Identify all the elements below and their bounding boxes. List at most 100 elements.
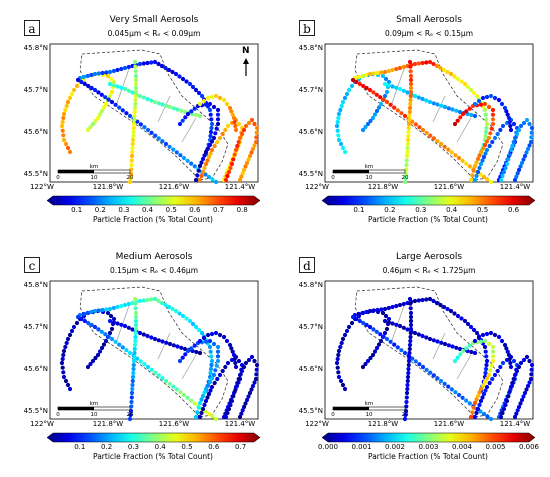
track-point	[498, 364, 503, 370]
panel-title: Medium Aerosols	[115, 252, 193, 262]
track-point	[522, 390, 528, 396]
track-point	[231, 157, 236, 162]
track-point	[371, 90, 376, 95]
track-point	[528, 376, 534, 382]
track-point	[370, 352, 376, 358]
track-point	[521, 120, 527, 126]
track-point	[508, 127, 514, 133]
track-point	[156, 61, 161, 67]
track-point	[439, 340, 444, 345]
track-point	[206, 391, 212, 397]
track-point	[141, 61, 146, 66]
track-point	[339, 103, 344, 109]
track-point	[363, 124, 368, 130]
track-point	[412, 93, 418, 99]
track-point	[131, 121, 137, 127]
track-point	[483, 133, 488, 139]
track-point	[246, 394, 251, 399]
colorbar-tick-label: 0.003	[418, 443, 439, 451]
track-point	[397, 65, 403, 71]
track-point	[408, 326, 414, 332]
track-point	[254, 362, 260, 368]
track-point	[442, 144, 447, 149]
track-point	[190, 321, 196, 327]
track-point	[477, 153, 482, 158]
track-point	[480, 158, 485, 163]
track-point	[227, 105, 233, 111]
track-point	[59, 360, 65, 366]
track-point	[111, 305, 116, 311]
track-point	[407, 59, 413, 65]
track-point	[427, 296, 433, 302]
track-point	[133, 73, 139, 79]
track-point	[397, 86, 403, 92]
track-point	[63, 344, 68, 350]
track-point	[408, 301, 413, 306]
track-point	[336, 111, 342, 117]
track-point	[420, 60, 425, 66]
track-point	[484, 358, 490, 364]
track-point	[132, 354, 137, 360]
track-point	[350, 77, 356, 83]
panel-subtitle: 0.09μm < Rₑ < 0.15μm	[385, 29, 473, 38]
track-point	[149, 130, 154, 135]
track-point	[434, 300, 440, 306]
scale-bar-tick: 20	[127, 175, 134, 181]
track-point	[417, 125, 422, 130]
track-point	[467, 401, 472, 406]
track-point	[480, 395, 485, 400]
track-point	[86, 83, 91, 89]
track-point	[401, 301, 406, 307]
track-point	[342, 95, 348, 101]
track-point	[408, 73, 414, 79]
track-point	[92, 308, 98, 314]
track-point	[472, 101, 478, 107]
track-point	[85, 364, 91, 370]
track-point	[108, 313, 114, 319]
track-point	[107, 69, 113, 75]
track-point	[383, 76, 389, 82]
track-point	[132, 117, 137, 123]
scale-bar-tick: 0	[56, 412, 60, 418]
track-point	[200, 406, 206, 412]
track-point	[126, 325, 131, 330]
track-point	[206, 411, 212, 417]
track-point	[130, 141, 135, 147]
track-point	[492, 135, 498, 141]
track-point	[454, 345, 459, 350]
scale-bar-segment	[58, 407, 94, 410]
track-point	[85, 310, 90, 316]
track-point	[460, 158, 465, 163]
track-point	[386, 305, 391, 311]
track-point	[375, 70, 380, 76]
track-point	[215, 107, 221, 113]
track-point	[488, 93, 494, 99]
track-point	[175, 107, 180, 112]
track-point	[504, 109, 509, 114]
track-point	[364, 322, 369, 328]
track-point	[500, 123, 506, 129]
track-point	[239, 131, 245, 137]
track-point	[408, 310, 414, 316]
track-point	[115, 304, 120, 310]
track-point	[111, 320, 116, 325]
lon-tick-label: 121.8°W	[367, 420, 399, 428]
track-point	[446, 147, 451, 152]
track-point	[483, 388, 488, 393]
track-point	[61, 370, 66, 375]
track-point	[227, 342, 233, 348]
track-point	[207, 142, 213, 148]
colorbar-tick-label: 0.8	[236, 206, 248, 214]
track-point	[67, 95, 73, 101]
track-point	[167, 341, 173, 347]
track-point	[480, 95, 486, 101]
track-point	[133, 318, 139, 324]
track-point	[478, 161, 484, 167]
track-point	[133, 69, 138, 74]
track-point	[229, 398, 235, 404]
colorbar-tick-label: 0.1	[71, 206, 83, 214]
track-point	[503, 165, 508, 171]
track-point	[356, 311, 361, 317]
